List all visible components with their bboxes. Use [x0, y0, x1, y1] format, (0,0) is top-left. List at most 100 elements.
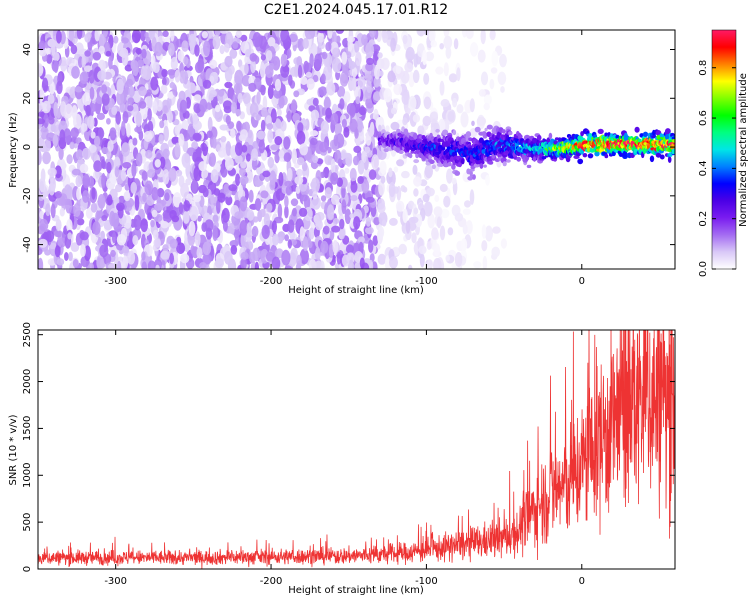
signal-cell: [638, 138, 642, 143]
spectrogram-cell: [217, 192, 226, 203]
spectrogram-cell: [230, 244, 238, 255]
signal-cell: [474, 126, 481, 133]
spectrogram-cell: [127, 105, 134, 112]
spectrogram-cell: [74, 86, 83, 93]
spectrogram-cell: [45, 137, 51, 152]
spectrogram-cell: [88, 144, 97, 153]
spectrogram-cell: [262, 170, 271, 178]
spectrogram-cell: [85, 104, 91, 117]
spectrogram-cell: [107, 140, 114, 152]
spectrogram-cell: [302, 37, 309, 50]
spectrogram-cell: [109, 127, 117, 138]
spectrogram-cell: [481, 240, 488, 252]
spectrogram-cell: [82, 147, 91, 160]
spectrogram-cell: [167, 69, 176, 76]
spectrogram-cell: [322, 225, 330, 235]
signal-cell: [649, 155, 655, 163]
spectrogram-x-tick-label: 0: [579, 276, 585, 287]
spectrogram-cell: [267, 129, 274, 144]
spectrogram-cell: [329, 229, 335, 241]
signal-cell: [465, 131, 472, 138]
spectrogram-cell: [297, 64, 303, 79]
spectrogram-cell: [39, 87, 45, 102]
spectrogram-cell: [76, 218, 85, 226]
spectrogram-cell: [340, 74, 349, 87]
signal-cell: [667, 156, 672, 163]
signal-cell: [536, 134, 542, 141]
spectrogram-cell: [88, 262, 94, 269]
spectrogram-cell: [208, 152, 216, 167]
snr-ticks: -300 -200 -100 0 0 500 1000 1500 2000 2500: [22, 322, 675, 587]
spectrogram-cell: [379, 70, 384, 77]
spectrogram-cell: [312, 155, 319, 164]
spectrogram-cell: [353, 145, 362, 153]
signal-cell: [587, 153, 594, 159]
spectrogram-cell: [137, 59, 145, 67]
spectrogram-cell: [347, 259, 355, 269]
spectrogram-cell: [132, 235, 139, 246]
spectrogram-cell: [256, 91, 261, 105]
colorbar-tick-label: 0.2: [698, 211, 709, 227]
spectrogram-cell: [169, 252, 175, 265]
spectrogram-cell: [87, 115, 95, 130]
spectrogram-cell: [448, 73, 458, 83]
spectrogram-cell: [339, 218, 345, 230]
spectrogram-cell: [38, 63, 44, 77]
spectrogram-cell: [267, 84, 274, 100]
spectrogram-cell: [96, 254, 104, 269]
spectrogram-cell: [265, 251, 275, 262]
spectrogram-cell: [454, 212, 464, 222]
spectrogram-cell: [172, 192, 182, 208]
signal-cell: [428, 154, 432, 160]
spectrogram-cell: [38, 225, 45, 235]
spectrogram-cell: [143, 131, 153, 142]
spectrogram-cell: [142, 192, 147, 203]
spectrogram-cell: [53, 60, 59, 73]
spectrogram-cell: [331, 194, 340, 205]
spectrogram-cell: [341, 199, 347, 215]
spectrogram-cell: [469, 42, 479, 57]
spectrogram-cell: [316, 158, 324, 165]
spectrogram-cell: [292, 207, 297, 217]
spectrogram-cell: [443, 195, 451, 208]
spectrogram-cell: [284, 234, 290, 242]
spectrogram-cell: [240, 129, 248, 140]
spectrogram-cell: [54, 245, 61, 258]
spectrogram-cell: [88, 175, 95, 189]
spectrogram-cell: [212, 214, 219, 223]
spectrogram-cell: [345, 153, 353, 167]
spectrogram-cell: [145, 149, 153, 159]
spectrogram-cell: [202, 79, 212, 89]
spectrogram-cell: [130, 182, 137, 194]
spectrogram-cell: [42, 151, 51, 165]
spectrogram-cell: [371, 154, 380, 170]
spectrogram-cell: [343, 126, 350, 138]
spectrogram-cell: [194, 61, 204, 74]
spectrogram-cell: [405, 107, 411, 115]
spectrogram-cell: [314, 53, 323, 68]
spectrogram-cell: [260, 190, 269, 199]
spectrogram-cell: [484, 225, 493, 242]
spectrogram-cell: [341, 51, 348, 65]
spectrogram-cell: [365, 216, 372, 227]
spectrogram-cell: [296, 157, 305, 166]
spectrogram-cell: [426, 259, 433, 269]
spectrogram-cell: [122, 255, 129, 269]
spectrogram-cell: [116, 78, 124, 95]
spectrogram-cell: [113, 196, 120, 205]
spectrogram-cell: [344, 208, 352, 225]
spectrogram-cell: [216, 144, 221, 152]
spectrogram-cell: [237, 92, 243, 104]
spectrogram-cell: [110, 249, 116, 258]
spectrogram-cell: [207, 116, 213, 131]
spectrogram-cell: [140, 30, 147, 42]
spectrogram-cell: [177, 50, 185, 62]
spectrogram-cell: [53, 52, 60, 62]
spectrogram-cell: [178, 133, 185, 147]
spectrogram-cell: [280, 64, 290, 78]
spectrogram-cell: [38, 149, 42, 165]
spectrogram-cell: [428, 30, 436, 42]
spectrogram-cell: [68, 30, 75, 42]
